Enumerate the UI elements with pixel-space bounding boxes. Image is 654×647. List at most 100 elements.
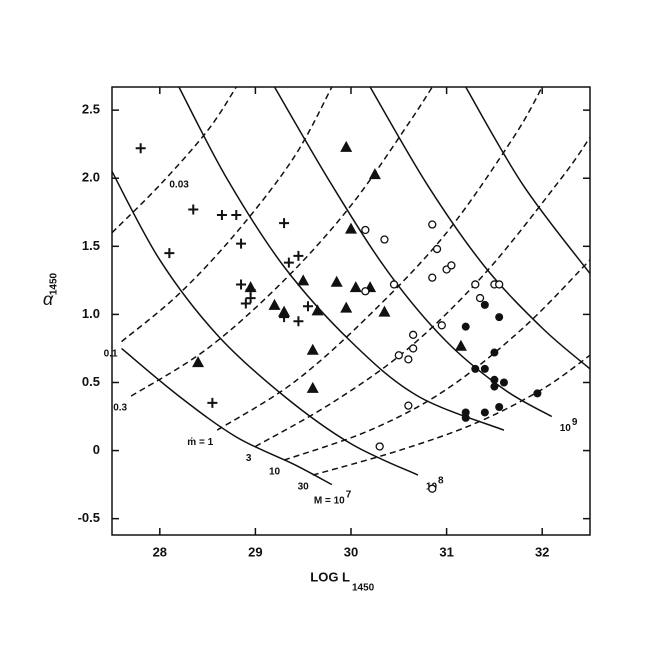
plus-point [188,204,199,215]
y-tick-label: 1.0 [82,306,100,321]
x-tick-label: 30 [344,544,358,559]
curve-label: 10 [560,423,572,434]
plus-point [231,210,242,220]
open-circle-point [428,273,437,282]
open-circle-point [432,244,442,254]
x-tick-label: 29 [248,544,262,559]
plot-area [112,87,590,486]
x-tick-label: 32 [535,544,549,559]
triangle-point [306,343,319,355]
open-circle-point [361,225,370,235]
y-tick-label: -0.5 [78,510,100,525]
filled-circle-point [533,389,542,398]
filled-circle-point [480,300,489,309]
open-circle-point [428,220,437,229]
triangle-point [378,305,391,317]
filled-circle-point [480,408,489,417]
solid-curve [465,87,590,275]
curve-label-sup: 9 [572,417,578,428]
open-circle-point [394,351,403,360]
x-tick-label: 31 [439,544,453,559]
filled-circle-point [461,322,470,331]
triangle-point [454,339,467,351]
plus-point [216,210,227,220]
dashed-curve [255,136,590,448]
curve-label: 0.03 [169,180,189,191]
filled-circle-point [490,375,499,384]
triangle-point [368,168,381,180]
y-axis-label-sub: 1450 [49,272,60,295]
solid-curve [121,347,333,486]
y-axis-label: α [43,289,54,309]
plus-point [283,257,294,268]
x-axis-label: LOG L [310,569,350,584]
filled-circle-point [461,413,470,422]
plus-point [135,143,146,154]
solid-curve [369,87,590,370]
curve-label: M = 10 [314,495,345,506]
x-tick-label: 28 [153,544,167,559]
curve-label: ṁ = 1 [187,437,213,448]
curve-label: 0.3 [113,403,127,414]
plus-point [279,218,290,229]
curve-label-sup: 8 [438,476,444,487]
triangle-point [345,222,357,234]
curve-label: 10 [269,467,281,478]
plus-point [236,238,247,249]
open-circle-point [389,280,399,289]
plus-point [245,293,256,304]
open-circle-point [495,280,504,289]
curve-label-sup: 7 [346,489,352,500]
filled-circle-point [490,382,499,391]
plus-point [293,250,304,261]
filled-circle-point [495,403,504,411]
filled-circle-point [490,348,499,357]
dashed-curve [216,87,543,431]
open-circle-point [375,442,384,451]
plus-point [236,279,247,290]
triangle-point [311,304,324,316]
plus-point [207,397,218,408]
dashed-curve [283,259,590,461]
triangle-point [330,275,343,287]
solid-curve [178,87,505,431]
dashed-curve [121,87,333,343]
dashed-curve [130,87,433,397]
curve-label: 3 [246,453,252,464]
open-circle-point [361,287,370,296]
y-tick-label: 0.5 [82,374,100,389]
y-tick-label: 0 [93,442,100,457]
y-tick-label: 1.5 [82,238,100,253]
open-circle-point [471,280,480,289]
open-circle-point [408,344,418,353]
triangle-point [306,381,319,393]
open-circle-point [437,321,446,330]
curve-label: 0.1 [104,348,118,359]
dashed-curve [112,87,237,234]
open-circle-point [428,484,437,493]
triangle-point [268,298,281,310]
dashed-curve [312,354,590,476]
filled-circle-point [495,313,504,322]
triangle-point [192,356,205,368]
triangle-point [340,140,353,152]
triangle-point [297,274,310,286]
open-circle-point [475,293,485,303]
plus-point [293,316,304,327]
filled-circle-point [480,364,489,373]
open-circle-point [408,330,418,339]
open-circle-point [404,401,413,410]
triangle-point [349,281,362,293]
plus-point [164,248,175,259]
curve-label: 30 [298,482,310,493]
y-tick-label: 2.5 [82,102,100,117]
triangle-point [278,305,291,317]
filled-circle-point [471,364,480,373]
plus-point [240,298,251,309]
open-circle-point [447,261,456,270]
y-tick-label: 2.0 [82,170,100,185]
solid-curve [112,171,419,476]
x-axis-label-sub: 1450 [352,583,375,594]
filled-circle-point [499,378,508,387]
